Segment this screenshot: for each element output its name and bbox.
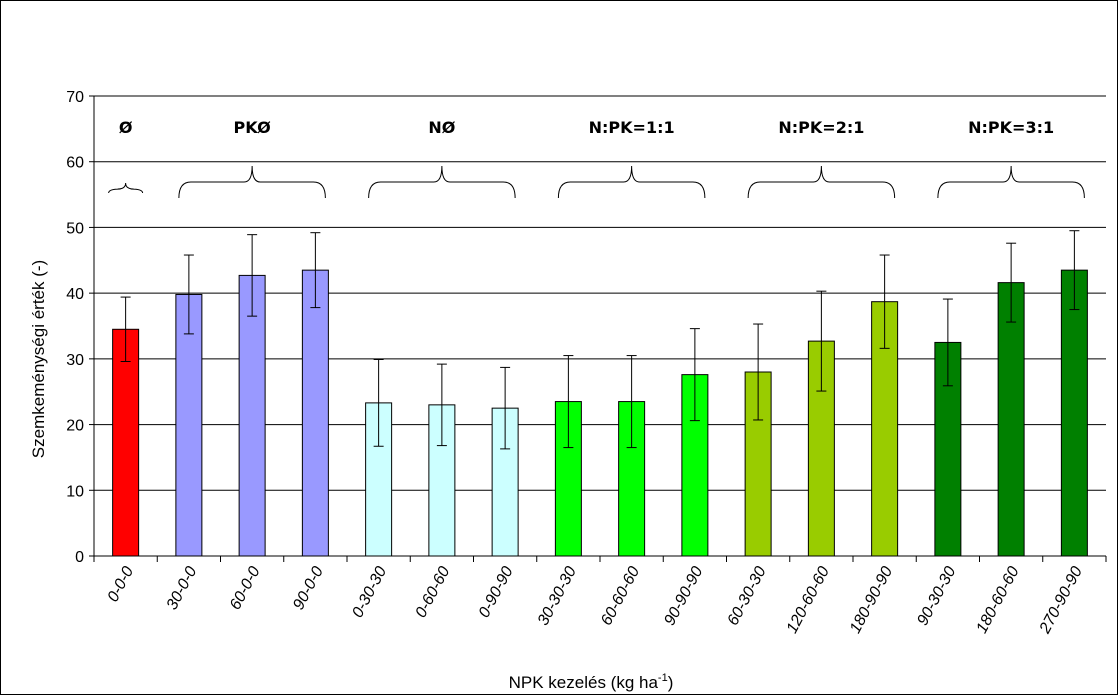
y-tick-label: 30: [66, 352, 84, 369]
x-tick-label-180-60-60: 180-60-60: [973, 564, 1022, 636]
x-tick-label-90-0-0: 90-0-0: [290, 564, 327, 613]
group-label: PKØ: [233, 118, 271, 137]
x-tick-label-0-30-30: 0-30-30: [349, 564, 390, 621]
x-tick-label-60-60-60: 60-60-60: [598, 564, 643, 629]
x-axis-title-superscript: -1: [658, 672, 668, 684]
error-bar-90-90-90: [689, 328, 700, 422]
bars: [112, 269, 1088, 557]
error-bar-30-30-30: [563, 355, 574, 449]
y-tick-label: 50: [66, 220, 84, 237]
group-brace: [747, 165, 896, 199]
x-tick-label-60-0-0: 60-0-0: [227, 564, 264, 613]
group-label: Ø: [119, 118, 133, 137]
bar-270-90-90: [1060, 269, 1088, 557]
error-bar-270-90-90: [1069, 230, 1080, 311]
y-tick-label: 40: [66, 286, 84, 303]
bar-180-60-60: [997, 282, 1025, 557]
y-tick-label: 10: [66, 483, 84, 500]
y-axis-title: Szemkeménységi érték (-): [29, 260, 48, 458]
error-bars: [120, 230, 1080, 450]
x-tick-label-0-90-90: 0-90-90: [476, 564, 517, 621]
group-label: N:PK=3:1: [968, 118, 1054, 137]
group-brace: [178, 165, 326, 199]
error-bar-120-60-60: [816, 290, 827, 392]
y-tick-label: 70: [66, 89, 84, 106]
group-label: NØ: [428, 118, 455, 137]
bar-30-0-0: [175, 293, 203, 557]
x-tick-label-180-90-90: 180-90-90: [847, 564, 896, 636]
error-bar-60-30-30: [753, 323, 764, 421]
group-annotations: Ø PKØ NØ N:PK=1:1 N:PK=2:1 N:PK=3:1: [108, 118, 1085, 199]
x-axis-title: NPK kezelés (kg ha-1): [509, 672, 674, 692]
error-bar-90-0-0: [310, 232, 321, 309]
x-tick-label-0-0-0: 0-0-0: [105, 564, 138, 605]
error-bar-180-90-90: [879, 254, 890, 349]
group-label: N:PK=2:1: [778, 118, 864, 137]
group-brace: [108, 182, 144, 194]
x-tick-label-0-60-60: 0-60-60: [413, 564, 454, 621]
group-label: N:PK=1:1: [589, 118, 675, 137]
error-bar-0-60-60: [436, 363, 447, 447]
y-axis-ticks: 0 10 20 30 40 50 60 70: [66, 89, 94, 566]
bar-120-60-60: [807, 340, 835, 557]
x-tick-label-30-0-0: 30-0-0: [164, 564, 201, 613]
error-bar-0-90-90: [500, 366, 511, 450]
error-bar-30-0-0: [183, 254, 194, 335]
bar-0-0-0: [112, 328, 140, 557]
group-brace: [368, 165, 516, 199]
x-axis-title-main: NPK kezelés (kg ha: [509, 673, 659, 692]
error-bar-180-60-60: [1006, 242, 1017, 323]
x-tick-label-60-30-30: 60-30-30: [725, 564, 770, 629]
x-tick-label-90-30-30: 90-30-30: [914, 564, 959, 629]
y-tick-label: 20: [66, 418, 84, 435]
x-tick-label-120-60-60: 120-60-60: [784, 564, 833, 636]
y-tick-label: 60: [66, 155, 84, 172]
error-bar-0-0-0: [120, 296, 131, 362]
group-brace: [937, 165, 1085, 199]
error-bar-0-30-30: [373, 359, 384, 447]
y-tick-label: 0: [75, 549, 84, 566]
bar-60-0-0: [238, 274, 266, 557]
x-axis-title-end: ): [668, 673, 674, 692]
error-bar-60-60-60: [626, 355, 637, 449]
group-brace: [557, 165, 706, 199]
bar-90-0-0: [301, 269, 329, 557]
error-bar-60-0-0: [247, 234, 258, 317]
x-axis-ticks: 0-0-0 30-0-0 60-0-0 90-0-0 0-30-30 0-60-60 0-9…: [93, 556, 1107, 637]
error-bar-90-30-30: [942, 298, 953, 387]
x-tick-label-30-30-30: 30-30-30: [535, 564, 580, 629]
x-tick-label-90-90-90: 90-90-90: [661, 564, 706, 629]
x-tick-label-270-90-90: 270-90-90: [1036, 564, 1086, 637]
